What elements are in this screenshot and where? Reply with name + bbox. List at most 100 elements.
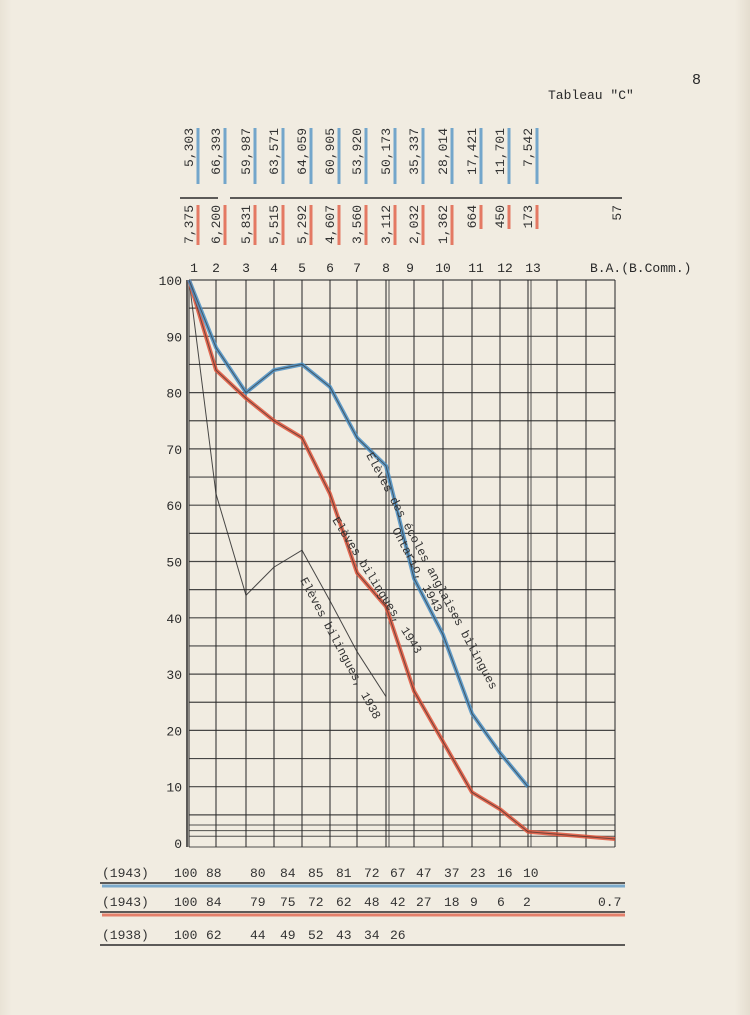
y-tick-label: 30 bbox=[166, 668, 182, 683]
x-tick-label: 8 bbox=[382, 261, 390, 276]
row-value: 100 bbox=[174, 928, 197, 943]
blue-count: 64,059 bbox=[295, 128, 310, 175]
row-value: 16 bbox=[497, 866, 513, 881]
row-value: 42 bbox=[390, 895, 406, 910]
row-value: 79 bbox=[250, 895, 266, 910]
y-tick-label: 70 bbox=[166, 443, 182, 458]
red-count: 3,560 bbox=[350, 205, 365, 244]
row-value: 2 bbox=[523, 895, 531, 910]
x-tick-label: 5 bbox=[298, 261, 306, 276]
row-value: 62 bbox=[206, 928, 222, 943]
y-tick-label: 20 bbox=[166, 724, 182, 739]
row-value: 100 bbox=[174, 895, 197, 910]
red-count: 173 bbox=[521, 205, 536, 228]
row-value: 100 bbox=[174, 866, 197, 881]
row-value: 26 bbox=[390, 928, 406, 943]
red-count: 6,200 bbox=[209, 205, 224, 244]
row-value: 84 bbox=[280, 866, 296, 881]
row-value: 48 bbox=[364, 895, 380, 910]
red-count: 57 bbox=[610, 205, 625, 221]
row-value: 27 bbox=[416, 895, 432, 910]
x-tick-label: 13 bbox=[525, 261, 541, 276]
row-value: 44 bbox=[250, 928, 266, 943]
row-value: 80 bbox=[250, 866, 266, 881]
row-value: 52 bbox=[308, 928, 324, 943]
bottom-value-table: (1943) 100 88 80 84 85 81 72 67 47 37 23 16 10 (1943) 1… bbox=[100, 866, 625, 946]
red-count: 3,112 bbox=[379, 205, 394, 244]
blue-count: 28,014 bbox=[436, 128, 451, 175]
red-count: 5,292 bbox=[295, 205, 310, 244]
page-number: 8 bbox=[692, 72, 702, 89]
blue-count: 7,542 bbox=[521, 128, 536, 167]
y-tick-label: 50 bbox=[166, 556, 182, 571]
blue-count: 5,303 bbox=[182, 128, 197, 167]
row-value: 49 bbox=[280, 928, 296, 943]
row-value: 72 bbox=[308, 895, 324, 910]
chart-grid bbox=[186, 279, 616, 848]
blue-count: 50,173 bbox=[379, 128, 394, 175]
row-value: 34 bbox=[364, 928, 380, 943]
row-year-label: (1943) bbox=[102, 866, 149, 881]
row-value: 88 bbox=[206, 866, 222, 881]
red-count: 7,375 bbox=[182, 205, 197, 244]
series-lines bbox=[187, 279, 616, 842]
top-count-rows: 5,303 66,393 59,987 63,571 64,059 60,905 53,92… bbox=[180, 128, 625, 245]
y-tick-label: 40 bbox=[166, 612, 182, 627]
x-tick-label: 10 bbox=[435, 261, 451, 276]
row-value: 81 bbox=[336, 866, 352, 881]
line-label: Elèves bilingues, 1938 bbox=[296, 575, 383, 721]
row-value: 10 bbox=[523, 866, 539, 881]
blue-count: 11,701 bbox=[493, 128, 508, 175]
x-tick-label: 4 bbox=[270, 261, 278, 276]
blue-count: 60,905 bbox=[323, 128, 338, 175]
red-count: 4,607 bbox=[323, 205, 338, 244]
x-tick-label: 7 bbox=[353, 261, 361, 276]
red-count: 5,515 bbox=[267, 205, 282, 244]
blue-count: 59,987 bbox=[239, 128, 254, 175]
y-tick-label: 0 bbox=[174, 837, 182, 852]
x-tick-label: 9 bbox=[406, 261, 414, 276]
x-tick-label: 2 bbox=[212, 261, 220, 276]
series-line-2 bbox=[188, 279, 387, 697]
row-value: 85 bbox=[308, 866, 324, 881]
row-value: 75 bbox=[280, 895, 296, 910]
red-count: 664 bbox=[465, 205, 480, 229]
row-value: 18 bbox=[444, 895, 460, 910]
y-tick-label: 90 bbox=[166, 330, 182, 345]
x-tick-label: 12 bbox=[497, 261, 513, 276]
x-axis-end-label: B.A.(B.Comm.) bbox=[590, 261, 691, 276]
row-value: 23 bbox=[470, 866, 486, 881]
row-value: 72 bbox=[364, 866, 380, 881]
row-value: 9 bbox=[470, 895, 478, 910]
x-axis-ticks: 1 2 3 4 5 6 7 8 9 10 11 12 13 B.A.(B.Comm.) bbox=[190, 261, 691, 276]
blue-count: 17,421 bbox=[465, 128, 480, 175]
row-value: 84 bbox=[206, 895, 222, 910]
red-count: 450 bbox=[493, 205, 508, 228]
row-value: 47 bbox=[416, 866, 432, 881]
y-tick-label: 10 bbox=[166, 781, 182, 796]
blue-count: 35,337 bbox=[407, 128, 422, 175]
red-count: 5,831 bbox=[239, 205, 254, 244]
blue-count: 66,393 bbox=[209, 128, 224, 175]
x-tick-label: 1 bbox=[190, 261, 198, 276]
x-tick-label: 6 bbox=[326, 261, 334, 276]
y-tick-label: 60 bbox=[166, 499, 182, 514]
row-value: 37 bbox=[444, 866, 460, 881]
row-value: 6 bbox=[497, 895, 505, 910]
row-year-label: (1938) bbox=[102, 928, 149, 943]
row-value: 62 bbox=[336, 895, 352, 910]
blue-count: 53,920 bbox=[350, 128, 365, 175]
line-label: Elèves des écoles anglaises bilingues bbox=[362, 450, 499, 692]
x-tick-label: 11 bbox=[468, 261, 484, 276]
row-year-label: (1943) bbox=[102, 895, 149, 910]
red-count: 1,362 bbox=[436, 205, 451, 244]
row-value: 43 bbox=[336, 928, 352, 943]
red-count: 2,032 bbox=[407, 205, 422, 244]
x-tick-label: 3 bbox=[242, 261, 250, 276]
table-title: Tableau "C" bbox=[548, 88, 634, 103]
y-tick-label: 100 bbox=[159, 274, 182, 289]
y-tick-label: 80 bbox=[166, 387, 182, 402]
